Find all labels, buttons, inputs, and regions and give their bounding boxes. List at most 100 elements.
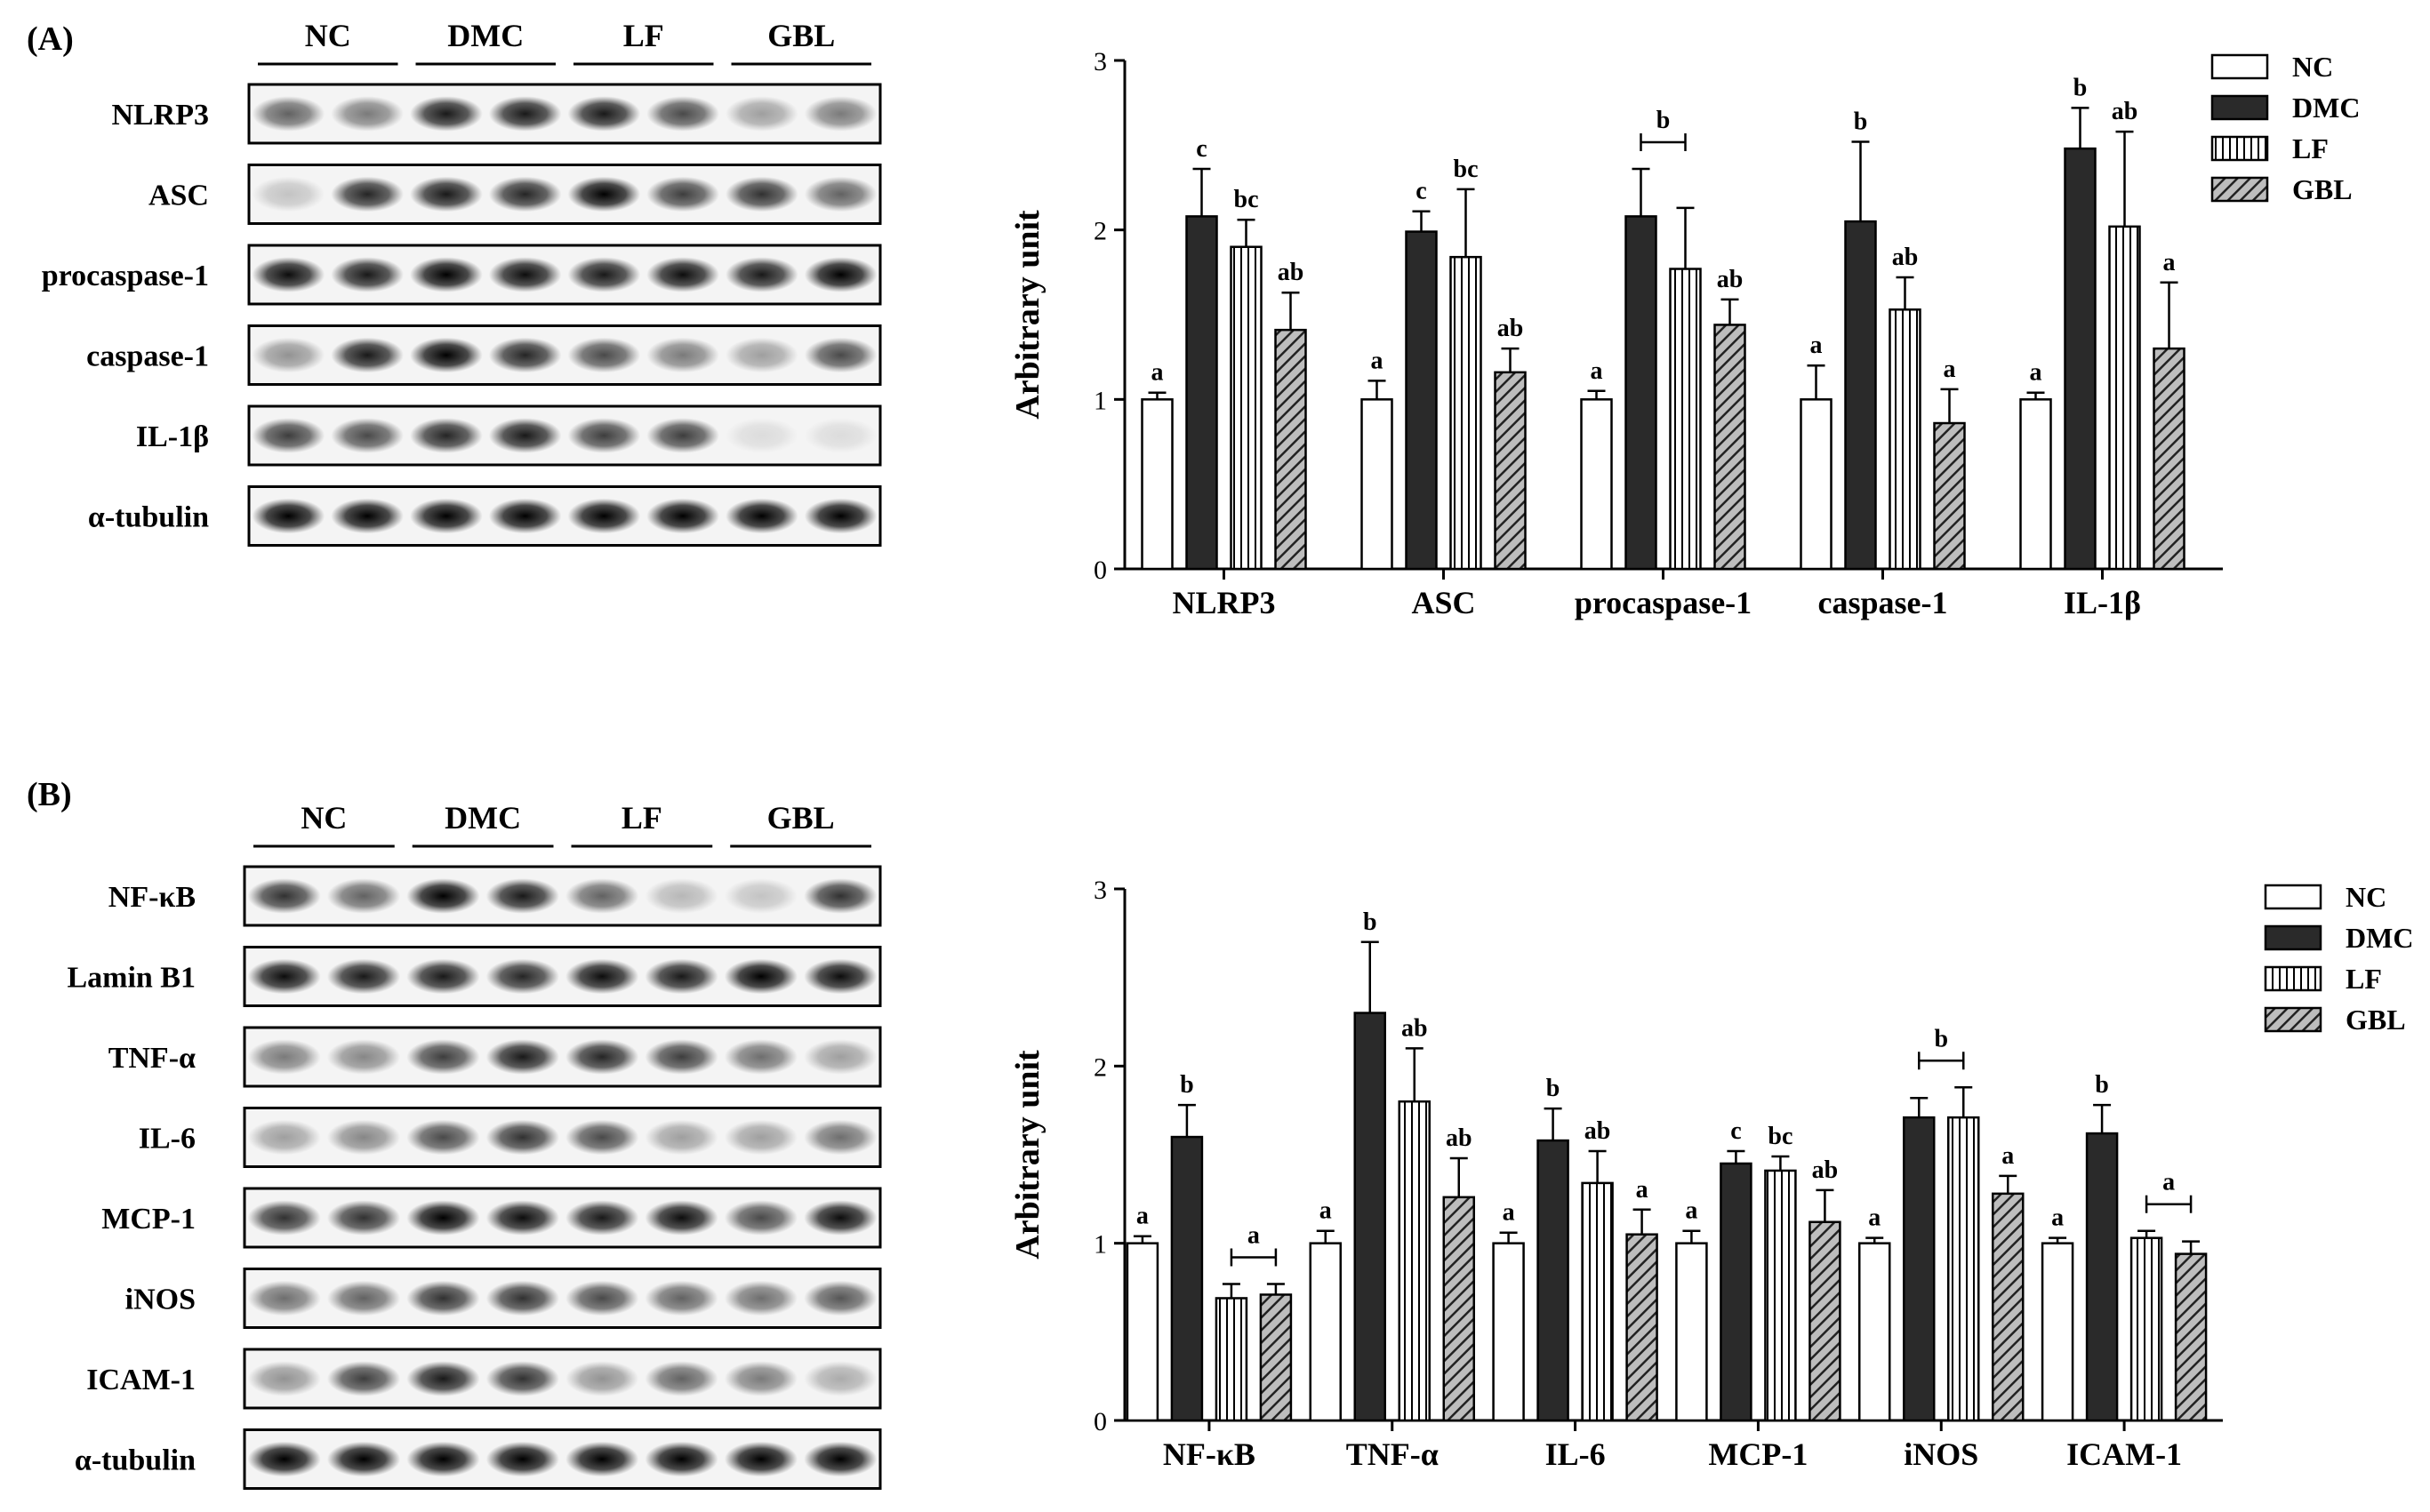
bar-gbl	[1442, 1196, 1475, 1422]
blot-band	[331, 96, 404, 132]
legend-swatch-lf	[2264, 965, 2322, 992]
legend-swatch-lf	[2210, 135, 2269, 162]
blot-band	[406, 1361, 480, 1396]
bar-gbl	[1713, 324, 1746, 571]
legend-label-nc: NC	[2346, 881, 2386, 913]
significance-label: ab	[1401, 1014, 1428, 1042]
bar-gbl	[1808, 1220, 1841, 1422]
x-category-label: caspase-1	[1818, 585, 1948, 620]
significance-label: a	[1685, 1197, 1697, 1225]
bar-lf	[1215, 1297, 1248, 1422]
y-tick-label: 1	[1094, 1230, 1107, 1260]
significance-label: ab	[1812, 1156, 1839, 1184]
blot-group-label-nc: NC	[301, 800, 347, 836]
blot-band	[410, 257, 483, 292]
blot-band	[646, 176, 719, 212]
blot-band	[247, 878, 321, 914]
bar-dmc	[1844, 220, 1877, 571]
blot-band	[485, 1361, 559, 1396]
legend-label-dmc: DMC	[2346, 922, 2413, 954]
blot-band	[488, 96, 562, 132]
x-category-label: NLRP3	[1173, 585, 1276, 620]
bar-lf	[1398, 1100, 1431, 1422]
blot-band	[726, 176, 798, 212]
bar-dmc	[2085, 1132, 2119, 1422]
blot-band	[804, 1280, 878, 1316]
blot-band	[804, 1119, 878, 1156]
bar-dmc	[1353, 1012, 1386, 1422]
blot-band	[247, 1361, 321, 1396]
bar-dmc	[1720, 1162, 1752, 1422]
significance-label: a	[1247, 1222, 1260, 1250]
blot-row-label: ASC	[148, 180, 209, 212]
significance-label: ab	[2112, 98, 2138, 125]
blot-band	[406, 878, 480, 914]
blot-band	[485, 958, 559, 995]
blot-band	[724, 1200, 798, 1236]
bar-nc	[1858, 1242, 1891, 1422]
western-blot-a: NC DMC LF GBL NLRP3 ASC procaspase-1 caspase-1 I…	[42, 18, 882, 547]
blot-band	[252, 257, 325, 292]
blot-band	[410, 96, 483, 132]
blot-band	[804, 1039, 878, 1075]
y-axis-label: Arbitrary unit	[1009, 210, 1047, 420]
bar-dmc	[2064, 147, 2097, 571]
blot-band	[247, 958, 321, 995]
blot-band	[331, 418, 404, 453]
blot-band	[804, 958, 878, 995]
legend-label-lf: LF	[2292, 132, 2329, 164]
blot-band	[406, 1039, 480, 1075]
significance-label: a	[1319, 1197, 1332, 1225]
legend-label-lf: LF	[2346, 963, 2382, 995]
y-tick-label: 2	[1094, 1052, 1107, 1082]
blot-band	[326, 1441, 401, 1477]
bar-dmc	[1903, 1116, 1936, 1422]
bar-chart-b: 0 1 2 3 Arbitrary unit NF-κB TNF-α IL-6 MCP-1 iNO…	[1009, 876, 2413, 1472]
blot-band	[565, 1441, 639, 1477]
bar-gbl	[1625, 1233, 1658, 1422]
x-category-label: IL-6	[1545, 1436, 1606, 1472]
bar-gbl	[1274, 328, 1307, 571]
blot-row-label: iNOS	[125, 1284, 196, 1316]
blot-band	[488, 257, 562, 292]
blot-band	[565, 958, 639, 995]
significance-label: b	[1656, 107, 1671, 134]
significance-label: b	[1854, 108, 1868, 136]
bar-gbl	[1259, 1293, 1293, 1422]
blot-band	[567, 176, 641, 212]
bar-nc	[1580, 398, 1613, 571]
blot-row-label: Lamin B1	[67, 962, 196, 995]
blot-band	[567, 498, 641, 534]
blot-band	[252, 337, 325, 373]
blot-band	[326, 1119, 401, 1156]
bar-lf	[1947, 1116, 1980, 1422]
bar-dmc	[1536, 1139, 1569, 1422]
blot-band	[804, 1361, 878, 1396]
bar-lf	[1230, 245, 1263, 571]
blot-band	[724, 878, 798, 914]
legend-label-gbl: GBL	[2292, 173, 2353, 205]
legend-swatch-gbl	[2210, 176, 2269, 203]
significance-label: a	[1371, 347, 1383, 374]
y-axis-label: Arbitrary unit	[1009, 1050, 1047, 1260]
blot-band	[565, 1039, 639, 1075]
significance-label: ab	[1717, 266, 1744, 293]
significance-label: ab	[1497, 315, 1524, 342]
blot-band	[567, 96, 641, 132]
significance-label: c	[1415, 178, 1426, 205]
blot-band	[247, 1280, 321, 1316]
significance-label: a	[1136, 1203, 1149, 1230]
blot-band	[804, 878, 878, 914]
blot-band	[252, 498, 325, 534]
significance-label: bc	[1234, 186, 1259, 213]
blot-band	[485, 1039, 559, 1075]
blot-band	[645, 1361, 718, 1396]
significance-label: ab	[1892, 244, 1919, 271]
blot-band	[488, 176, 562, 212]
blot-band	[252, 96, 325, 132]
blot-band	[410, 498, 483, 534]
blot-band	[724, 1280, 798, 1316]
significance-label: a	[1591, 357, 1603, 385]
blot-band	[565, 1361, 639, 1396]
